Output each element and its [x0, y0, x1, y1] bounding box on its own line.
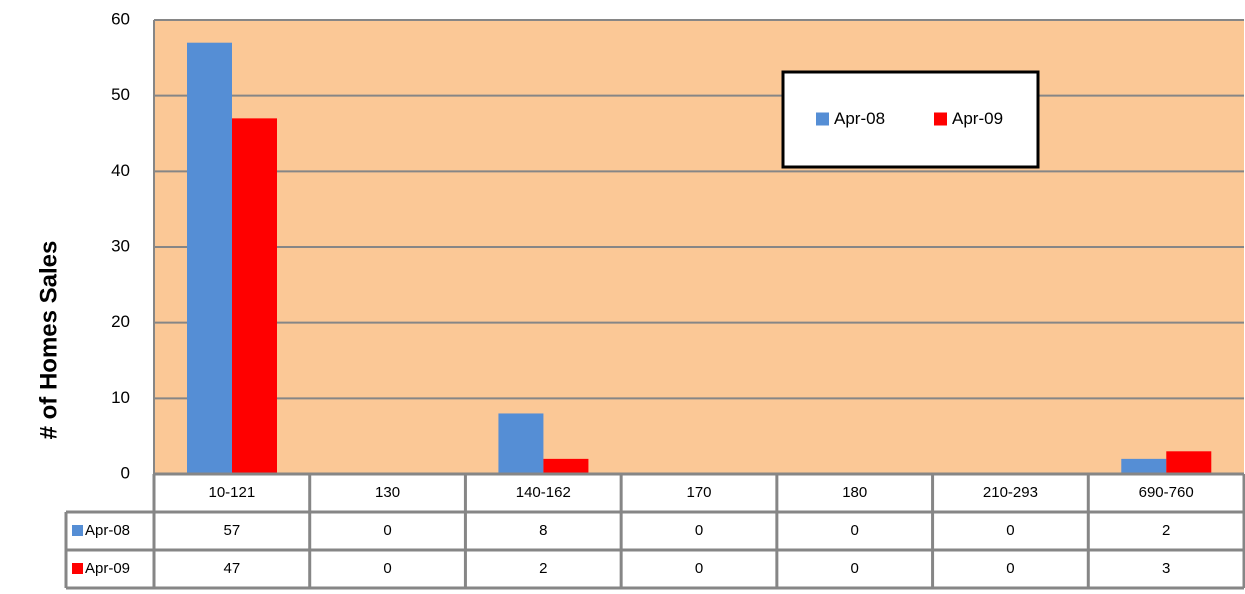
y-tick-label: 60 — [111, 9, 130, 28]
table-value: 0 — [1006, 522, 1014, 539]
table-value: 0 — [1006, 560, 1014, 577]
legend-label: Apr-09 — [952, 109, 1003, 128]
table-value: 2 — [539, 560, 547, 577]
bar — [1121, 458, 1167, 474]
table-value: 0 — [695, 560, 703, 577]
legend-label: Apr-08 — [834, 109, 885, 128]
table-value: 0 — [851, 522, 859, 539]
y-axis-title: # of Homes Sales — [35, 241, 62, 440]
y-tick-label: 20 — [111, 312, 130, 331]
y-tick-label: 40 — [111, 161, 130, 180]
y-tick-label: 0 — [121, 463, 130, 482]
table-value: 0 — [383, 560, 391, 577]
table-value: 47 — [224, 560, 241, 577]
bar — [498, 413, 544, 474]
x-tick-label: 130 — [375, 484, 400, 501]
x-tick-label: 140-162 — [516, 484, 571, 501]
y-tick-label: 50 — [111, 85, 130, 104]
x-tick-label: 10-121 — [208, 484, 255, 501]
bar — [543, 458, 589, 474]
table-value: 0 — [383, 522, 391, 539]
y-tick-label: 10 — [111, 388, 130, 407]
x-tick-label: 210-293 — [983, 484, 1038, 501]
x-tick-label: 170 — [686, 484, 711, 501]
legend-key — [934, 112, 947, 126]
table-value: 0 — [695, 522, 703, 539]
row-header: Apr-08 — [85, 522, 130, 539]
row-header: Apr-09 — [85, 560, 130, 577]
legend-key — [816, 112, 829, 126]
bar — [187, 42, 232, 474]
x-tick-label: 180 — [842, 484, 867, 501]
table-value: 8 — [539, 522, 547, 539]
legend-key — [72, 563, 83, 574]
legend-key — [72, 525, 83, 536]
x-tick-label: 690-760 — [1139, 484, 1194, 501]
table-value: 0 — [851, 560, 859, 577]
table-value: 57 — [224, 522, 241, 539]
bar — [232, 118, 277, 474]
y-tick-label: 30 — [111, 236, 130, 255]
table-value: 3 — [1162, 560, 1170, 577]
table-value: 2 — [1162, 522, 1170, 539]
bar — [1166, 451, 1212, 474]
